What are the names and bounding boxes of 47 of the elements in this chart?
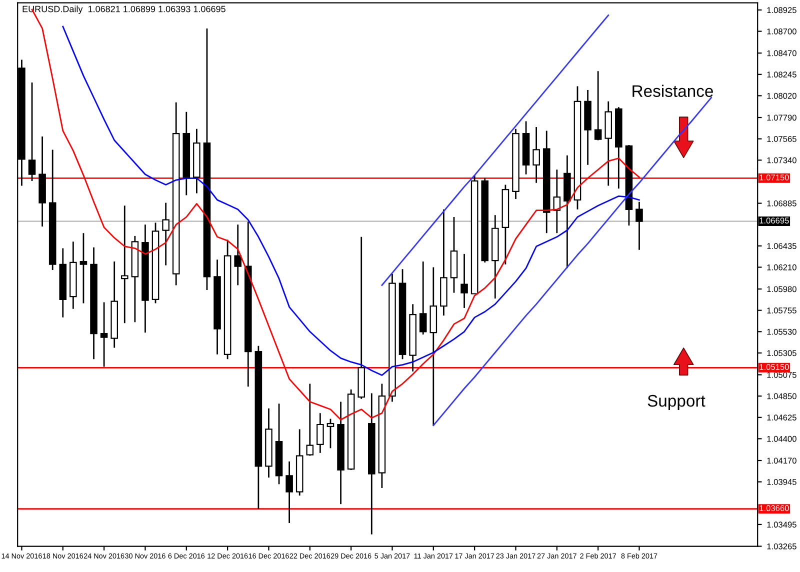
y-tick-label: 1.03945 [767,479,796,485]
annotation: Resistance [632,84,713,97]
ref-line-label: 1.03660 [760,505,789,512]
y-tick-label: 1.05980 [767,286,796,292]
candlestick [80,232,88,304]
y-tick-label: 1.08925 [767,7,796,14]
line-series [381,14,610,286]
y-tick-label: 1.07340 [767,157,796,164]
y-tick-label: 1.08700 [767,28,796,34]
y-tick-label: 1.04170 [767,458,796,464]
candlestick [316,412,324,454]
candlestick [419,260,427,336]
y-tick-label: 1.08020 [767,92,796,99]
candlestick [286,460,293,524]
ref-line-label: 1.05150 [760,364,789,370]
candlestick [120,204,128,324]
y-tick-label: 1.06210 [767,264,796,270]
candlestick [532,126,540,184]
y-tick-label: 1.07790 [767,114,796,121]
y-tick-label: 1.05075 [767,372,796,378]
y-tick-label: 1.03495 [767,522,796,528]
y-tick-label: 1.07565 [767,136,796,142]
candlestick [636,201,643,251]
candlestick [162,202,170,266]
ref-line-label: 1.07150 [760,174,789,180]
y-tick-label: 1.05755 [767,308,796,314]
y-tick-label: 1.04400 [767,436,796,442]
line-series [432,96,712,426]
candlestick [306,383,314,456]
chart-title: EURUSD.Daily 1.06821 1.06899 1.06393 1.06695 [22,6,226,14]
y-tick-label: 1.04625 [767,414,796,420]
y-tick-label: 1.05530 [767,328,796,335]
candlestick [594,70,602,141]
candlestick [326,418,334,449]
annotation: Support [648,394,706,410]
y-tick-label: 1.06885 [767,200,796,206]
y-tick-label: 1.05305 [767,350,796,356]
candlestick [460,253,468,309]
candlestick [28,82,36,182]
candlestick [100,302,108,368]
y-tick-label: 1.03265 [767,543,796,550]
y-tick-label: 1.06435 [767,243,796,249]
y-tick-label: 1.08470 [767,50,796,56]
y-tick-label: 1.08245 [767,72,796,78]
y-tick-label: 1.04850 [767,393,796,400]
ref-line-label: 1.06695 [760,218,789,224]
candlestick [234,224,242,286]
